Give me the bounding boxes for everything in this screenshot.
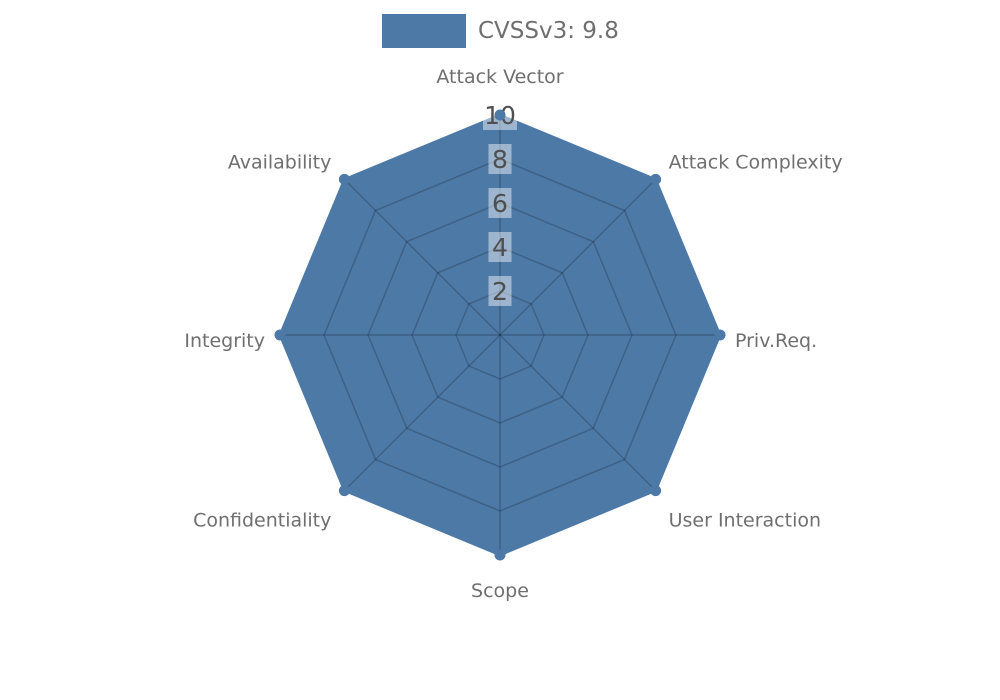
vertex-marker[interactable] xyxy=(494,549,506,561)
axis-label: Attack Vector xyxy=(436,66,563,88)
vertex-marker[interactable] xyxy=(338,485,350,497)
tick-label: 4 xyxy=(492,233,508,262)
tick-label-bg xyxy=(488,232,512,262)
grid-ring xyxy=(455,290,545,380)
axis-label: Priv.Req. xyxy=(735,330,817,352)
radar-series-fill[interactable] xyxy=(280,115,720,555)
vertex-marker[interactable] xyxy=(714,329,726,341)
tick-label-bg xyxy=(488,276,512,306)
grid-ring xyxy=(411,246,589,424)
vertex-marker[interactable] xyxy=(650,485,662,497)
legend-item[interactable]: CVSSv3: 9.8 xyxy=(382,14,619,48)
vertex-marker[interactable] xyxy=(338,173,350,185)
axis-label: Integrity xyxy=(184,330,265,352)
grid-ring xyxy=(367,202,633,468)
axis-label: Confidentiality xyxy=(193,510,331,532)
tick-label: 6 xyxy=(492,189,508,218)
vertex-marker[interactable] xyxy=(274,329,286,341)
legend-label: CVSSv3: 9.8 xyxy=(478,18,619,44)
tick-label-bg xyxy=(488,144,512,174)
axis-label: Availability xyxy=(228,151,332,173)
tick-label: 8 xyxy=(492,145,508,174)
grid-spoke xyxy=(499,334,657,492)
grid-ring xyxy=(323,158,677,512)
vertex-marker[interactable] xyxy=(650,173,662,185)
axis-label: Scope xyxy=(471,580,529,602)
legend-swatch xyxy=(382,14,466,48)
vertex-marker[interactable] xyxy=(494,109,506,121)
grid-spoke xyxy=(343,334,501,492)
axis-label: User Interaction xyxy=(669,510,821,532)
grid-spoke xyxy=(499,178,657,336)
axis-label: Attack Complexity xyxy=(669,151,843,173)
tick-label-bg xyxy=(488,188,512,218)
tick-label: 2 xyxy=(492,277,508,306)
grid-spoke xyxy=(343,178,501,336)
